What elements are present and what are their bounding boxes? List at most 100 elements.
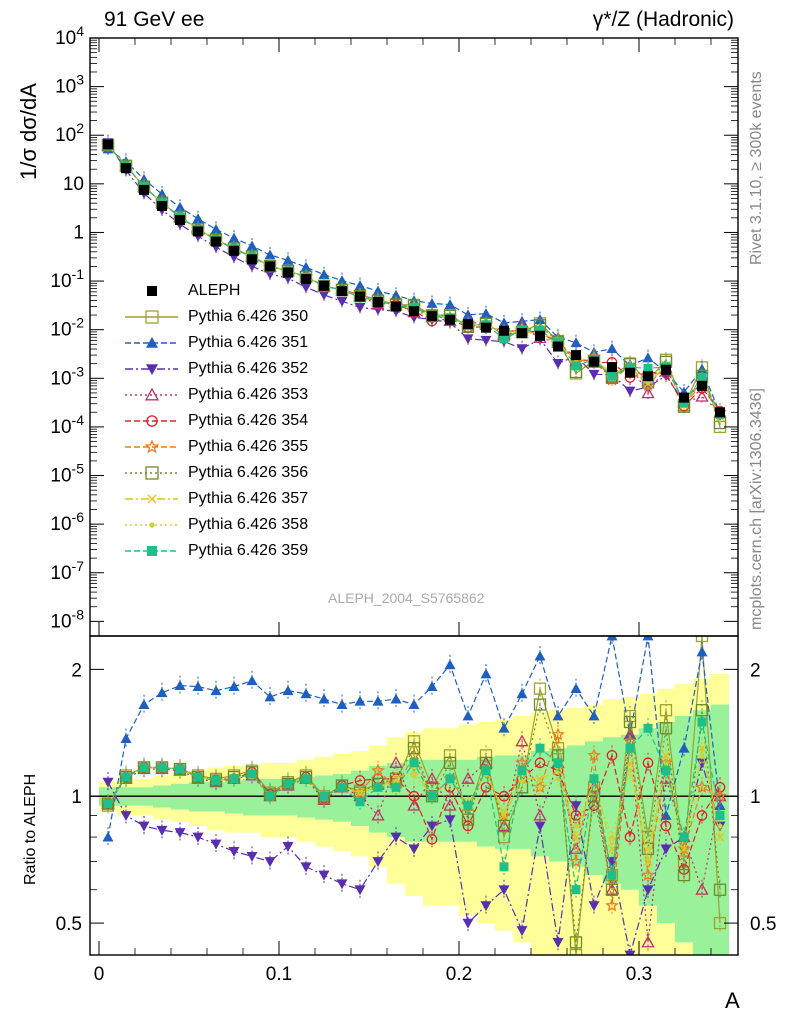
series-point-ratio-shape	[552, 710, 564, 721]
series-point-ratio-shape	[480, 668, 492, 679]
main-ytick-label: 10-4	[50, 412, 84, 438]
series-point-ratio	[336, 879, 348, 890]
series-point-ratio	[641, 867, 655, 881]
series-point-ratio	[121, 772, 131, 782]
legend-marker-shape	[145, 466, 159, 480]
ratio-series	[101, 636, 727, 955]
series-point-ratio	[498, 722, 510, 733]
series-point-ratio-shape	[678, 742, 690, 753]
series-point-ratio	[552, 710, 564, 721]
series-point-ratio-shape	[300, 862, 312, 873]
aleph-data-point	[499, 325, 509, 336]
series-point-ratio-shape	[120, 811, 132, 822]
legend-marker	[144, 387, 160, 401]
ratio-panel-frame	[89, 635, 739, 956]
series-point-ratio	[588, 710, 600, 721]
aleph-data-point	[211, 236, 221, 247]
series-point-ratio-shape	[553, 758, 563, 768]
aleph-data-point	[589, 356, 599, 367]
main-ytick-label-base: 10	[55, 28, 76, 49]
series-point-ratio-shape	[301, 774, 311, 784]
series-point-ratio-shape-b	[571, 832, 581, 842]
series-point-ratio	[462, 918, 474, 929]
main-ytick-label: 10-6	[50, 509, 84, 535]
series-point-ratio-shape	[372, 695, 384, 706]
series-point-ratio	[174, 680, 186, 691]
series-point-main-shape	[426, 297, 438, 308]
series-point-ratio	[498, 790, 510, 802]
series-point-main	[282, 254, 294, 265]
legend-marker	[146, 364, 158, 375]
series-point-ratio-shape	[696, 646, 708, 657]
series-point-ratio-shape	[533, 698, 547, 711]
series-point-ratio	[336, 699, 348, 709]
series-point-ratio	[696, 810, 708, 821]
series-point-ratio-shape	[246, 851, 258, 862]
series-point-main	[625, 362, 635, 372]
series-point-ratio-shape	[157, 762, 167, 772]
series-point-main	[354, 280, 366, 291]
series-point-ratio	[606, 636, 618, 641]
series-point-ratio	[535, 743, 545, 753]
series-point-ratio-shape	[247, 769, 257, 779]
series-point-ratio	[120, 811, 132, 822]
series-point-ratio	[569, 936, 583, 949]
series-point-ratio-shape	[444, 659, 456, 670]
aleph-data-point	[193, 226, 203, 237]
series-point-ratio	[246, 851, 258, 862]
series-point-ratio-shape	[498, 885, 510, 896]
series-point-ratio	[301, 774, 311, 784]
series-point-ratio	[444, 659, 456, 670]
series-point-ratio	[679, 832, 689, 842]
series-point-ratio	[555, 776, 561, 782]
series-point-ratio	[589, 774, 599, 784]
series-point-ratio-shape	[391, 782, 401, 792]
main-ytick-label-base: 10	[50, 417, 71, 438]
aleph-data-point	[535, 330, 545, 341]
series-point-ratio-shape	[573, 823, 579, 829]
series-point-ratio-shape	[519, 779, 525, 785]
series-point-ratio-shape	[643, 723, 653, 733]
series-point-main-shape	[192, 213, 204, 224]
series-point-ratio-shape	[645, 846, 651, 852]
main-ytick-label-exponent: -6	[72, 509, 85, 525]
main-ytick-label-base: 10	[55, 125, 76, 146]
series-point-ratio-shape	[537, 784, 543, 790]
series-point-ratio	[445, 774, 455, 784]
series-point-ratio-shape	[605, 898, 619, 912]
series-point-ratio	[265, 791, 275, 801]
series-point-ratio	[715, 832, 725, 842]
series-point-ratio-shape	[517, 766, 527, 776]
series-point-main-shape	[210, 223, 222, 234]
series-point-ratio-shape	[552, 937, 564, 948]
series-point-ratio	[390, 693, 402, 704]
mcplots-source-note: mcplots.cern.ch [arXiv:1306.3436]	[748, 388, 765, 630]
series-point-ratio-shape	[354, 775, 366, 786]
series-point-ratio-shape	[569, 936, 583, 949]
series-point-main-shape	[624, 386, 636, 397]
main-ytick-label-base: 1	[73, 222, 84, 243]
xtick-label: 0	[94, 964, 105, 985]
series-point-ratio	[300, 862, 312, 873]
series-point-ratio-shape	[462, 820, 474, 832]
series-point-main	[606, 343, 618, 354]
series-point-main	[318, 269, 330, 279]
series-point-ratio-shape	[624, 831, 636, 843]
series-point-ratio-shape	[661, 766, 671, 776]
series-point-ratio-shape	[372, 857, 384, 868]
plot-title-left: 91 GeV ee	[104, 8, 205, 31]
aleph-data-point	[121, 163, 131, 174]
series-point-ratio	[534, 757, 546, 769]
series-point-ratio-shape	[679, 832, 689, 842]
series-point-ratio	[533, 682, 547, 695]
series-point-ratio	[642, 885, 654, 896]
main-ytick-label-base: 10	[50, 563, 71, 584]
series-point-ratio-shape	[713, 789, 727, 802]
series-point-ratio-shape	[659, 722, 673, 735]
series-point-main-shape	[246, 261, 258, 272]
series-point-ratio-shape	[426, 821, 438, 832]
main-ytick-label: 10	[63, 174, 84, 195]
ratio-ytick-label: 0.5	[56, 914, 82, 935]
series-point-main-shape	[697, 372, 707, 382]
series-point-ratio	[246, 675, 258, 686]
